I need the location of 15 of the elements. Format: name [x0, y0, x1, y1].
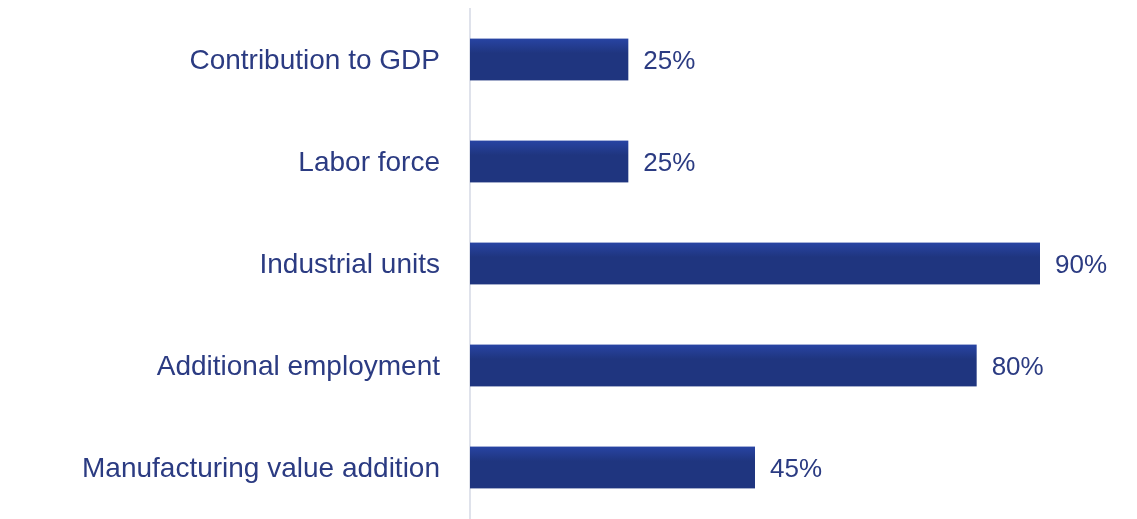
y-tick-label: Industrial units: [259, 248, 440, 280]
y-tick-label: Labor force: [298, 146, 440, 178]
data-label: 80%: [991, 350, 1044, 381]
y-tick-label: Additional employment: [156, 350, 441, 382]
y-tick-label: Manufacturing value addition: [81, 452, 440, 484]
bar: [470, 140, 629, 183]
bar: [470, 446, 755, 489]
bar: [470, 344, 977, 387]
data-label: 25%: [643, 44, 696, 75]
data-label: 25%: [643, 146, 696, 177]
y-tick-label: Contribution to GDP: [189, 44, 440, 76]
bar: [470, 38, 629, 81]
data-label: 45%: [770, 452, 823, 483]
data-label: 90%: [1055, 248, 1108, 279]
bar: [470, 242, 1040, 285]
